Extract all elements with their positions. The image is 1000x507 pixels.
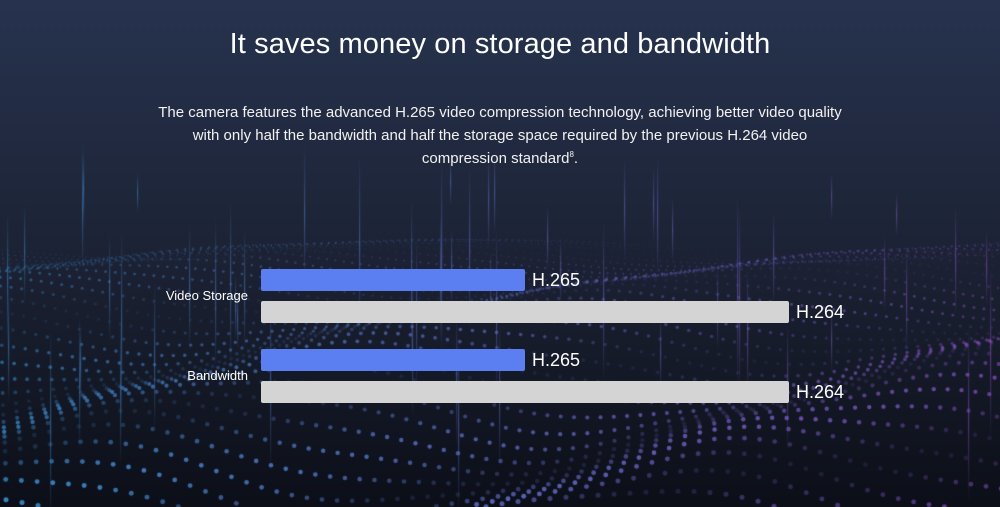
category-label-video-storage: Video Storage <box>166 288 248 303</box>
bar-label-video-storage-h265: H.265 <box>532 270 580 290</box>
bar-label-video-storage-h264: H.264 <box>796 302 844 322</box>
bar-bandwidth-h264 <box>261 381 789 403</box>
page-title: It saves money on storage and bandwidth <box>229 28 771 60</box>
footnote-mark: 8 <box>569 150 574 159</box>
description-text: The camera features the advanced H.265 v… <box>158 104 842 167</box>
description-body: The camera features the advanced H.265 v… <box>158 104 842 167</box>
bar-label-bandwidth-h264: H.264 <box>796 382 844 402</box>
category-label-bandwidth: Bandwidth <box>187 368 248 383</box>
bar-video-storage-h264 <box>261 301 789 323</box>
bar-bandwidth-h265 <box>261 349 525 371</box>
bar-video-storage-h265 <box>261 269 525 291</box>
bar-label-bandwidth-h265: H.265 <box>532 350 580 370</box>
